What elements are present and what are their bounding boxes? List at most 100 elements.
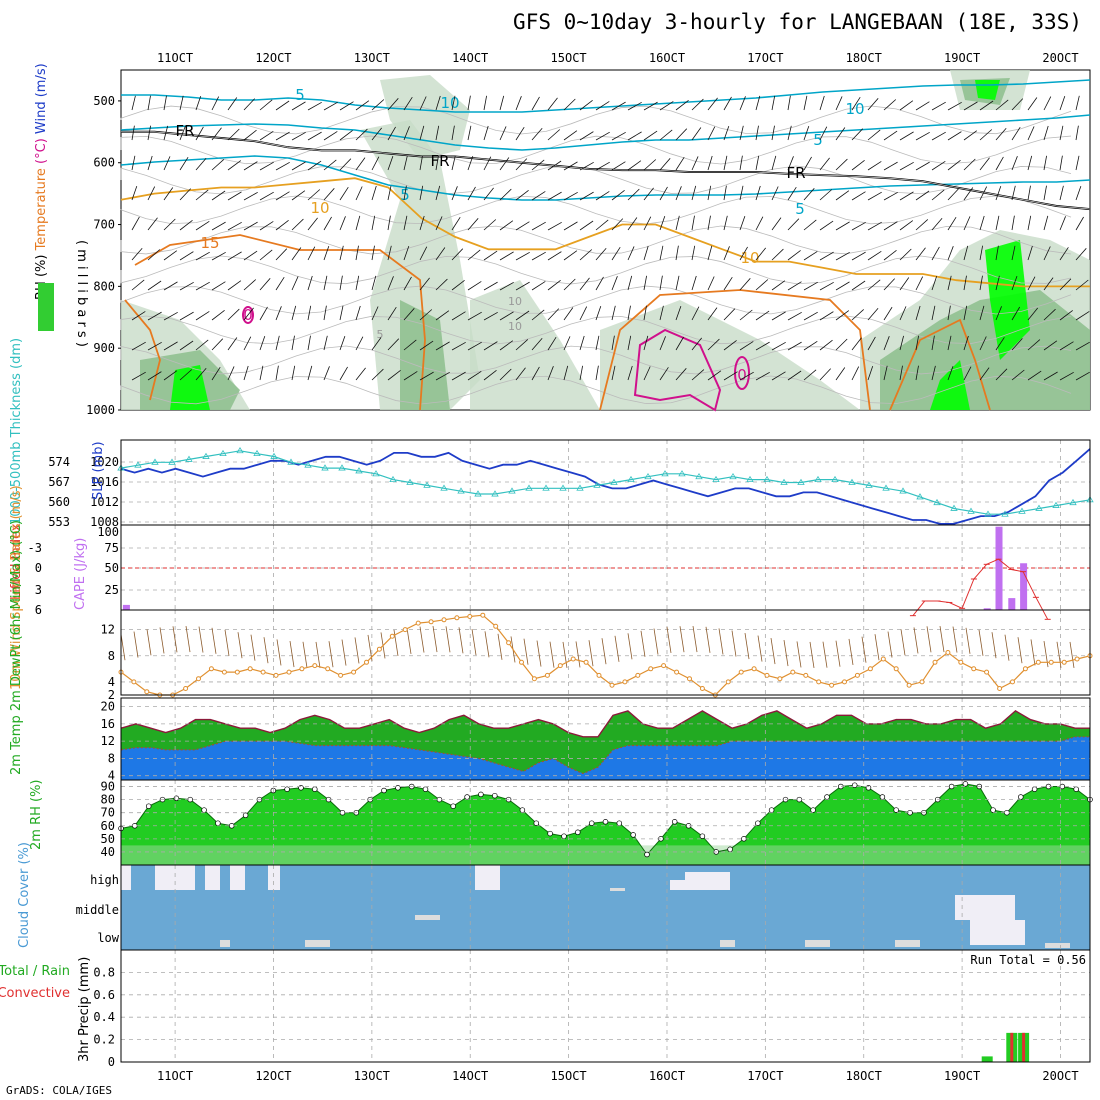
wind-tick-label: 8	[108, 649, 115, 663]
thickness-marker	[644, 472, 652, 480]
temp-10c-line	[120, 177, 1090, 288]
wind-barb	[419, 96, 427, 111]
wind-barb	[323, 335, 328, 351]
thickness-marker	[253, 449, 261, 457]
wind-barb	[723, 340, 737, 351]
thickness-marker	[882, 484, 890, 491]
wind-barb	[451, 279, 465, 291]
isotach-line	[120, 155, 1091, 201]
wind-barb	[339, 335, 346, 351]
wind-barb	[691, 215, 695, 231]
wind-barb	[835, 96, 843, 111]
thickness-marker	[661, 470, 669, 477]
wind-barb	[1027, 307, 1039, 321]
wind-barb	[163, 281, 178, 291]
wind-barb	[947, 335, 952, 351]
wind10-barb	[211, 627, 217, 654]
wind-barb	[867, 279, 881, 291]
wind-barb	[883, 336, 890, 351]
wind-barb	[179, 95, 184, 111]
wind-barb	[499, 281, 514, 291]
wind-barb	[387, 338, 400, 351]
wind10-marker	[1035, 659, 1041, 665]
top-date-tick: 16OCT	[649, 51, 685, 65]
wind-barb	[483, 250, 498, 261]
lifted-tick-label: 0	[35, 561, 42, 575]
wind-barb	[387, 185, 392, 201]
wind10-marker	[906, 682, 912, 688]
wind-barb	[371, 127, 383, 141]
wind-barb	[419, 340, 434, 351]
wind-barb	[339, 158, 352, 171]
wind-tick-label: 12	[101, 623, 115, 637]
wind-barb	[915, 190, 930, 201]
wind-barb	[819, 311, 834, 321]
rh-marker	[1018, 794, 1024, 800]
wind-barb	[643, 216, 652, 231]
thickness-marker	[1069, 498, 1077, 506]
wind-barb	[163, 125, 169, 141]
wind10-barb	[185, 625, 191, 653]
wind-barb	[883, 278, 895, 291]
wind-barb	[579, 161, 594, 171]
wind10-marker	[402, 627, 408, 633]
wind-barb	[947, 246, 954, 261]
wind-barb	[339, 130, 353, 141]
thickness-marker	[848, 478, 856, 485]
thickness-marker	[593, 481, 601, 488]
wind-barb	[211, 190, 226, 201]
wind-barb	[291, 190, 306, 201]
thickness-marker	[491, 490, 499, 497]
wind10-marker	[325, 666, 331, 672]
rh-marker	[242, 812, 249, 819]
wind-barb	[451, 248, 464, 261]
wind-barb	[467, 155, 474, 171]
wind-barb	[931, 189, 945, 201]
wind-barb	[723, 96, 732, 111]
wind-barb	[835, 190, 850, 201]
wind10-barb	[913, 627, 919, 654]
wind-barb	[739, 341, 754, 351]
footer-credit: GrADS: COLA/IGES	[6, 1084, 112, 1097]
rh-marker	[145, 803, 152, 809]
rh-marker	[671, 819, 678, 825]
wind-barb	[899, 335, 904, 351]
wind-barb	[643, 130, 658, 141]
rh-shade-max	[930, 360, 970, 410]
wind-barb	[1027, 370, 1042, 381]
precip-frame	[120, 949, 1091, 1063]
precip-tick-label: 0.2	[93, 1033, 115, 1047]
wind-barb	[899, 306, 907, 321]
rh-shade-mid	[400, 300, 450, 410]
wind-barb	[627, 101, 642, 111]
wind-barb	[211, 281, 226, 291]
wind10-marker	[725, 679, 731, 685]
slp-tick-label: 1012	[90, 495, 119, 509]
wind-barb	[691, 369, 705, 381]
wind-barb	[643, 101, 658, 111]
wind10-barb	[874, 634, 880, 661]
wind-barb	[563, 307, 574, 321]
wind-barb	[451, 95, 456, 111]
wind-barb	[835, 338, 848, 351]
wind10-marker	[299, 666, 305, 672]
wind-barb	[771, 217, 782, 231]
wind-barb	[515, 339, 529, 351]
cape-bar	[122, 604, 130, 610]
rh-contour	[120, 345, 1072, 375]
wind-barb	[691, 185, 697, 201]
wind-barb	[1043, 371, 1058, 381]
wind10-marker	[1010, 679, 1015, 685]
wind-barb	[1027, 126, 1035, 141]
wind10-marker	[1022, 666, 1028, 672]
wind-barb	[531, 191, 546, 201]
wind-barb	[435, 155, 439, 171]
wind-barb	[835, 367, 846, 381]
rh-marker	[478, 791, 484, 798]
wind-barb	[467, 95, 471, 111]
wind-barb	[691, 98, 704, 111]
wind-barb	[579, 277, 590, 291]
wind-barb	[643, 366, 651, 381]
cloud-patch	[220, 940, 230, 947]
wind-barb	[1059, 247, 1069, 261]
